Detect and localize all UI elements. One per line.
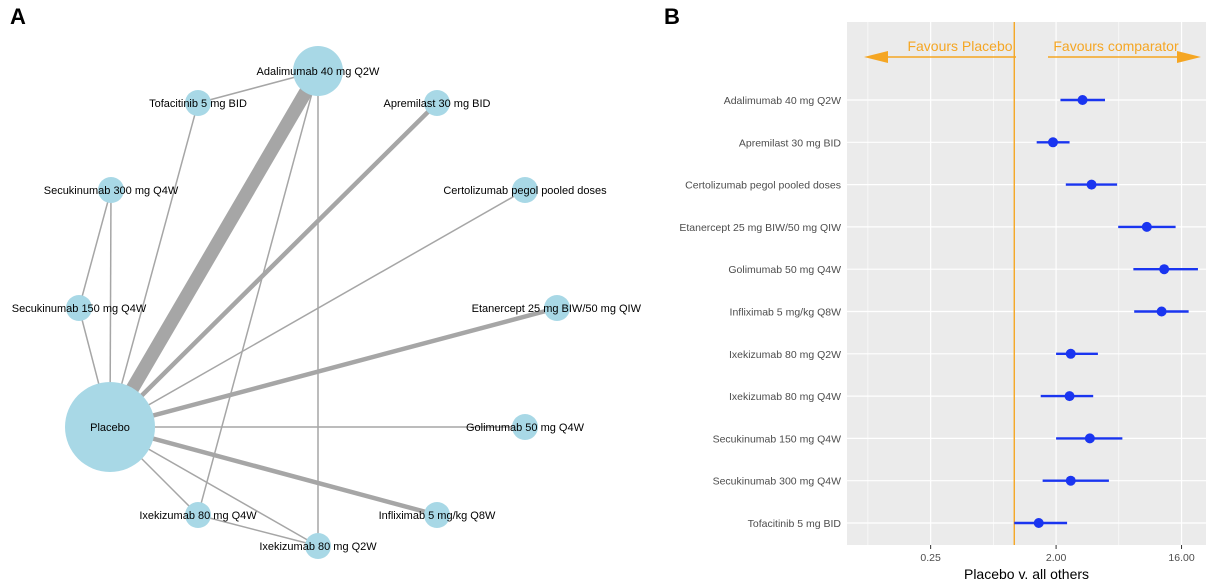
node-ixekizumab_q2w (305, 533, 331, 559)
node-etanercept (544, 295, 570, 321)
estimate-point (1065, 348, 1076, 359)
x-tick-label: 2.00 (1046, 552, 1067, 564)
node-label-secukinumab150: Secukinumab 150 mg Q4W (12, 303, 147, 315)
row-label: Ixekizumab 80 mg Q4W (729, 391, 841, 403)
x-tick-label: 0.25 (920, 552, 941, 564)
row-label: Infliximab 5 mg/kg Q8W (730, 307, 842, 319)
node-label-golimumab: Golimumab 50 mg Q4W (466, 422, 585, 434)
row-label: Ixekizumab 80 mg Q2W (729, 349, 841, 361)
arrow-right-head (1177, 51, 1201, 63)
row-label: Etanercept 25 mg BIW/50 mg QIW (679, 222, 841, 234)
edge-placebo-apremilast (108, 101, 439, 429)
plot-panel (847, 22, 1206, 545)
forest-rows: Adalimumab 40 mg Q2W Apremilast 30 mg BID… (679, 95, 1198, 530)
node-label-certolizumab: Certolizumab pegol pooled doses (443, 185, 607, 197)
forest-plot: Favours Placebo Favours comparator Adalimu… (679, 22, 1206, 582)
x-tick-label: 16.00 (1168, 552, 1194, 564)
x-axis-label: Placebo v. all others (964, 566, 1089, 582)
edge-placebo-infliximab (109, 424, 438, 518)
estimate-point (1064, 391, 1075, 402)
row-label: Adalimumab 40 mg Q2W (724, 95, 841, 107)
node-label-placebo: Placebo (90, 422, 130, 434)
node-apremilast (424, 90, 450, 116)
edge-placebo-tofacitinib (109, 102, 199, 428)
network-labels: Adalimumab 40 mg Q2W Tofacitinib 5 mg BID… (12, 66, 642, 553)
row-label: Golimumab 50 mg Q4W (728, 264, 841, 276)
edge-adalimumab-ixekizumab_q4w (197, 70, 319, 516)
panel-b-letter: B (664, 4, 680, 29)
node-label-ixekizumab_q4w: Ixekizumab 80 mg Q4W (139, 510, 257, 522)
estimate-point (1156, 306, 1167, 317)
row-label: Apremilast 30 mg BID (739, 137, 842, 149)
x-axis: 0.25 2.00 16.00 Placebo v. all others (920, 545, 1195, 582)
node-golimumab (512, 414, 538, 440)
panel-a-letter: A (10, 4, 26, 29)
estimate-point (1159, 264, 1170, 275)
node-label-infliximab: Infliximab 5 mg/kg Q8W (379, 510, 496, 522)
node-label-tofacitinib: Tofacitinib 5 mg BID (149, 98, 247, 110)
node-label-secukinumab300: Secukinumab 300 mg Q4W (44, 185, 179, 197)
node-label-apremilast: Apremilast 30 mg BID (384, 98, 491, 110)
node-placebo (65, 382, 155, 472)
edge-secukinumab300-secukinumab150 (78, 189, 112, 309)
direction-arrows: Favours Placebo Favours comparator (864, 38, 1201, 63)
network-nodes (65, 46, 570, 559)
estimate-point (1084, 433, 1095, 444)
node-label-adalimumab: Adalimumab 40 mg Q2W (257, 66, 380, 78)
node-infliximab (424, 502, 450, 528)
arrow-right-label: Favours comparator (1053, 38, 1179, 54)
node-secukinumab300 (98, 177, 124, 203)
edge-placebo-etanercept (109, 305, 558, 430)
arrow-left-head (864, 51, 888, 63)
node-ixekizumab_q4w (185, 502, 211, 528)
estimate-point (1086, 179, 1097, 190)
estimate-point (1065, 475, 1076, 486)
node-certolizumab (512, 177, 538, 203)
node-secukinumab150 (66, 295, 92, 321)
node-adalimumab (293, 46, 343, 96)
edge-placebo-adalimumab (104, 67, 324, 431)
estimate-point (1047, 137, 1058, 148)
node-label-ixekizumab_q2w: Ixekizumab 80 mg Q2W (259, 541, 377, 553)
row-label: Tofacitinib 5 mg BID (748, 518, 842, 530)
row-label: Certolizumab pegol pooled doses (685, 180, 841, 192)
estimate-point (1033, 518, 1044, 528)
arrow-left-label: Favours Placebo (907, 38, 1012, 54)
row-label: Secukinumab 300 mg Q4W (713, 476, 841, 488)
edge-ixekizumab_q4w-ixekizumab_q2w (197, 514, 319, 547)
node-tofacitinib (185, 90, 211, 116)
estimate-point (1077, 95, 1088, 105)
row-label: Secukinumab 150 mg Q4W (713, 433, 841, 445)
estimate-point (1141, 221, 1152, 232)
network-diagram: Adalimumab 40 mg Q2W Tofacitinib 5 mg BID… (12, 46, 642, 559)
node-label-etanercept: Etanercept 25 mg BIW/50 mg QIW (472, 303, 642, 315)
